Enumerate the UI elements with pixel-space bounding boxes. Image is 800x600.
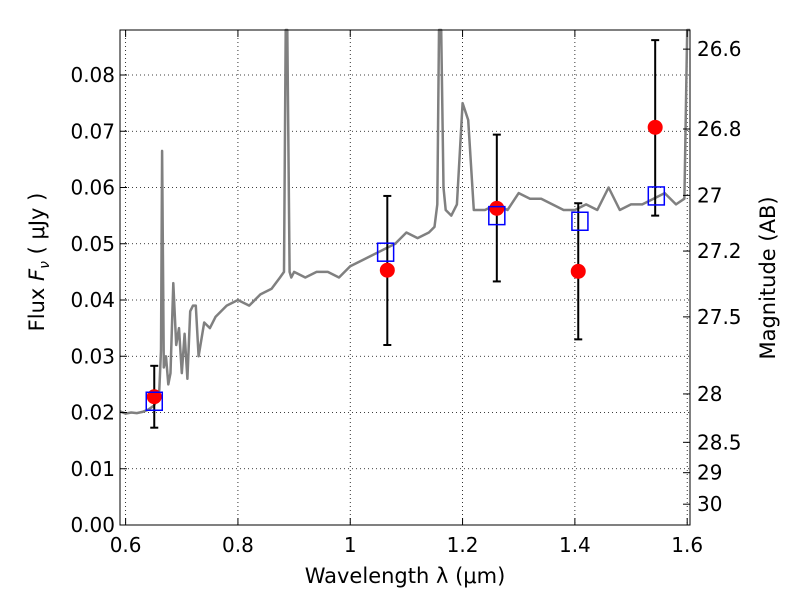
model-points-layer [145,186,666,411]
observed-data-point [489,200,505,216]
y-axis-label: Flux Fν ( μJy ) [25,193,53,332]
spectrum-layer [119,28,690,415]
model-data-point [571,211,589,231]
observed-data-point [570,263,586,279]
x-tick-label: 1 [344,533,357,557]
y2-tick-label: 29 [697,461,722,485]
y2-tick-label: 27.5 [697,305,742,329]
observed-data-point [647,119,663,135]
y-axis-label-subscript: ν [37,261,53,269]
x-axis-label: Wavelength λ (μm) [305,564,506,588]
y2-tick-label: 27 [697,183,722,207]
x-tick-label: 1.4 [559,533,591,557]
y-tick-label: 0.03 [70,344,115,368]
y-tick-label: 0.00 [70,513,115,537]
x-tick-label: 1.2 [447,533,479,557]
model-data-point [488,205,506,226]
y2-tick-label: 26.8 [697,117,742,141]
y-tick-label: 0.04 [70,288,115,312]
y-axis-label-prefix: Flux [25,281,49,331]
model-data-point [145,391,164,411]
spectrum-line [119,28,690,415]
model-data-point [376,242,395,262]
y2-tick-label: 28 [697,382,722,406]
y-tick-label: 0.08 [70,63,115,87]
y-tick-label: 0.02 [70,401,115,425]
y-tick-label: 0.07 [70,119,115,143]
y2-axis-label: Magnitude (AB) [756,196,780,359]
model-data-point [647,186,666,206]
y2-tick-label: 26.6 [697,37,742,61]
y2-tick-label: 27.2 [697,239,742,263]
x-tick-label: 1.6 [671,533,703,557]
plot-frame [119,29,691,526]
observed-data-point [379,262,395,278]
y-axis-label-symbol: F [25,268,49,281]
y-tick-label: 0.01 [70,457,115,481]
y-tick-label: 0.05 [70,232,115,256]
y-axis-label-unit: ( μJy ) [25,193,49,261]
x-tick-label: 0.8 [222,533,254,557]
axis-ticks: 0.6 0.8 1 1.2 1.4 1.6 0.00 0.01 0.02 0.03 0.04 0.05… [70,30,742,557]
y2-tick-label: 30 [697,492,722,516]
y-tick-label: 0.06 [70,176,115,200]
y2-tick-label: 28.5 [697,430,742,454]
x-tick-label: 0.6 [110,533,142,557]
grid-lines [120,30,690,525]
